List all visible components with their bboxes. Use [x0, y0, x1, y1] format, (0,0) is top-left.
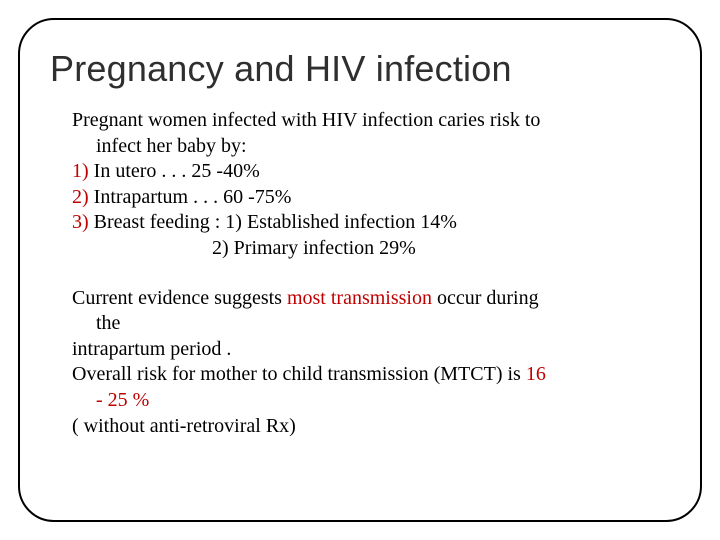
evidence-1b: most transmission	[287, 287, 432, 309]
intro-text: Pregnant women infected with HIV infecti…	[72, 108, 670, 159]
spacer	[72, 262, 670, 286]
slide-body: Pregnant women infected with HIV infecti…	[50, 108, 670, 439]
list-prefix-2: 2)	[72, 186, 94, 208]
overall-para: Overall risk for mother to child transmi…	[72, 362, 670, 413]
note-line: ( without anti-retroviral Rx)	[72, 414, 670, 440]
overall-2a: - 25 %	[96, 389, 149, 411]
evidence-1a: Current evidence suggests	[72, 287, 287, 309]
overall-1b: 16	[526, 363, 546, 385]
list-item-3: 3) Breast feeding : 1) Established infec…	[72, 210, 670, 236]
list-text-3: Breast feeding : 1) Established infectio…	[94, 211, 457, 233]
overall-1a: Overall risk for mother to child transmi…	[72, 363, 526, 385]
slide-title: Pregnancy and HIV infection	[50, 48, 670, 90]
list-item-1: 1) In utero . . . 25 -40%	[72, 159, 670, 185]
list-text-1: In utero . . . 25 -40%	[94, 160, 260, 182]
intro-line1: Pregnant women infected with HIV infecti…	[72, 109, 540, 131]
evidence-2: the	[96, 312, 120, 334]
intro-line2: infect her baby by:	[96, 135, 247, 157]
evidence-1c: occur during	[432, 287, 539, 309]
evidence-para: Current evidence suggests most transmiss…	[72, 286, 670, 337]
slide-frame: Pregnancy and HIV infection Pregnant wom…	[18, 18, 702, 522]
list-item-3-sub: 2) Primary infection 29%	[72, 236, 670, 262]
list-item-2: 2) Intrapartum . . . 60 -75%	[72, 185, 670, 211]
evidence-line3: intrapartum period .	[72, 337, 670, 363]
list-prefix-3: 3)	[72, 211, 94, 233]
list-prefix-1: 1)	[72, 160, 94, 182]
list-text-2: Intrapartum . . . 60 -75%	[94, 186, 292, 208]
